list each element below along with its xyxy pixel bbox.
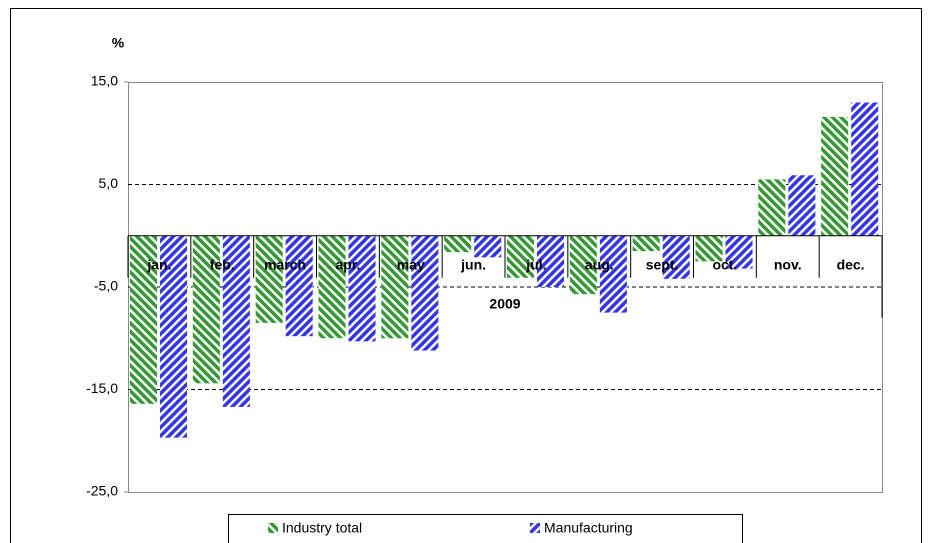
x-tick-label: march	[264, 256, 306, 272]
legend-box	[228, 514, 743, 543]
bar	[507, 235, 535, 278]
x-tick-label: feb.	[210, 256, 235, 272]
legend-label: Manufacturing	[544, 520, 633, 536]
bar	[444, 235, 472, 253]
x-tick-label: aug.	[585, 256, 614, 272]
bar	[222, 235, 250, 407]
legend-swatch	[530, 523, 540, 533]
bar	[695, 235, 723, 262]
bar	[192, 235, 220, 384]
bar	[788, 175, 816, 236]
x-tick-label: jul.	[525, 256, 546, 272]
bar	[725, 235, 753, 269]
bar	[285, 235, 313, 337]
y-tick-label: 5,0	[99, 175, 119, 191]
y-tick-label: -5,0	[94, 278, 118, 294]
bar	[537, 235, 565, 287]
x-axis-label: 2009	[489, 296, 520, 312]
bar	[758, 179, 786, 236]
x-tick-label: nov.	[774, 256, 802, 272]
y-axis-label: %	[112, 35, 125, 51]
bar	[821, 116, 849, 236]
x-tick-label: apr.	[335, 256, 360, 272]
bar	[318, 235, 346, 339]
legend-swatch	[268, 523, 278, 533]
x-tick-label: dec.	[837, 256, 865, 272]
y-tick-label: -25,0	[86, 483, 118, 499]
x-tick-label: oct.	[712, 256, 737, 272]
y-tick-label: 15,0	[91, 73, 118, 89]
x-tick-label: jun.	[460, 256, 486, 272]
bar	[348, 235, 376, 342]
bar	[474, 235, 502, 258]
bar	[130, 235, 158, 404]
y-tick-label: -15,0	[86, 380, 118, 396]
bar	[851, 102, 879, 236]
bar	[160, 235, 188, 438]
bar	[599, 235, 627, 313]
bar	[569, 235, 597, 295]
bar	[381, 235, 409, 339]
bar	[411, 235, 439, 351]
legend-label: Industry total	[282, 520, 362, 536]
x-tick-label: may	[397, 256, 425, 272]
x-tick-label: jan.	[146, 256, 171, 272]
x-tick-label: sept.	[646, 256, 679, 272]
bar	[632, 235, 660, 252]
bar	[255, 235, 283, 323]
bar	[662, 235, 690, 279]
